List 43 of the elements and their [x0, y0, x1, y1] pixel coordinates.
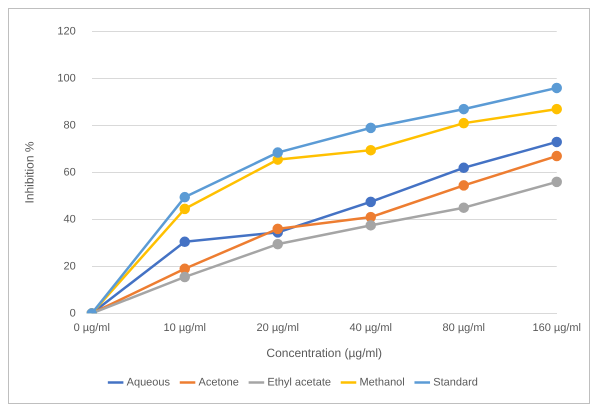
point	[458, 202, 469, 213]
point	[365, 122, 376, 134]
legend-label: Standard	[433, 376, 478, 389]
point	[365, 144, 376, 156]
point	[551, 104, 562, 114]
point	[458, 118, 469, 128]
legend-label: Ethyl acetate	[267, 376, 331, 389]
point	[365, 212, 376, 222]
point	[551, 150, 562, 162]
point	[551, 176, 562, 188]
point	[272, 147, 283, 158]
point	[272, 224, 283, 234]
y-tick-label: 80	[64, 120, 76, 132]
point	[180, 204, 190, 214]
y-tick-label: 40	[64, 214, 76, 226]
x-tick-label: 10 µg/ml	[164, 322, 206, 334]
x-tick-label: 40 µg/ml	[350, 322, 392, 334]
y-tick-label: 120	[57, 26, 76, 38]
y-tick-label: 60	[64, 166, 76, 179]
point	[180, 272, 190, 282]
y-tick-label: 100	[57, 72, 76, 85]
point	[180, 192, 190, 202]
point	[458, 162, 469, 174]
point	[458, 104, 469, 114]
point	[551, 82, 562, 94]
y-tick-label: 20	[64, 260, 76, 272]
x-tick-label: 0 µg/ml	[74, 322, 110, 334]
point	[180, 236, 190, 248]
x-tick-label: 20 µg/ml	[256, 322, 299, 334]
point	[365, 220, 376, 231]
point	[458, 180, 469, 191]
point	[180, 264, 190, 274]
y-axis-title: Inhibition %	[22, 141, 37, 204]
x-axis-title: Concentration (µg/ml)	[266, 346, 382, 360]
point	[551, 136, 562, 148]
x-tick-label: 80 µg/ml	[442, 322, 485, 334]
point	[272, 238, 283, 250]
legend-label: Aqueous	[126, 376, 171, 389]
legend-label: Methanol	[359, 376, 405, 389]
point	[365, 196, 376, 208]
legend-label: Acetone	[198, 376, 239, 389]
x-tick-label: 160 µg/ml	[532, 322, 581, 334]
y-tick-label: 0	[70, 307, 76, 320]
